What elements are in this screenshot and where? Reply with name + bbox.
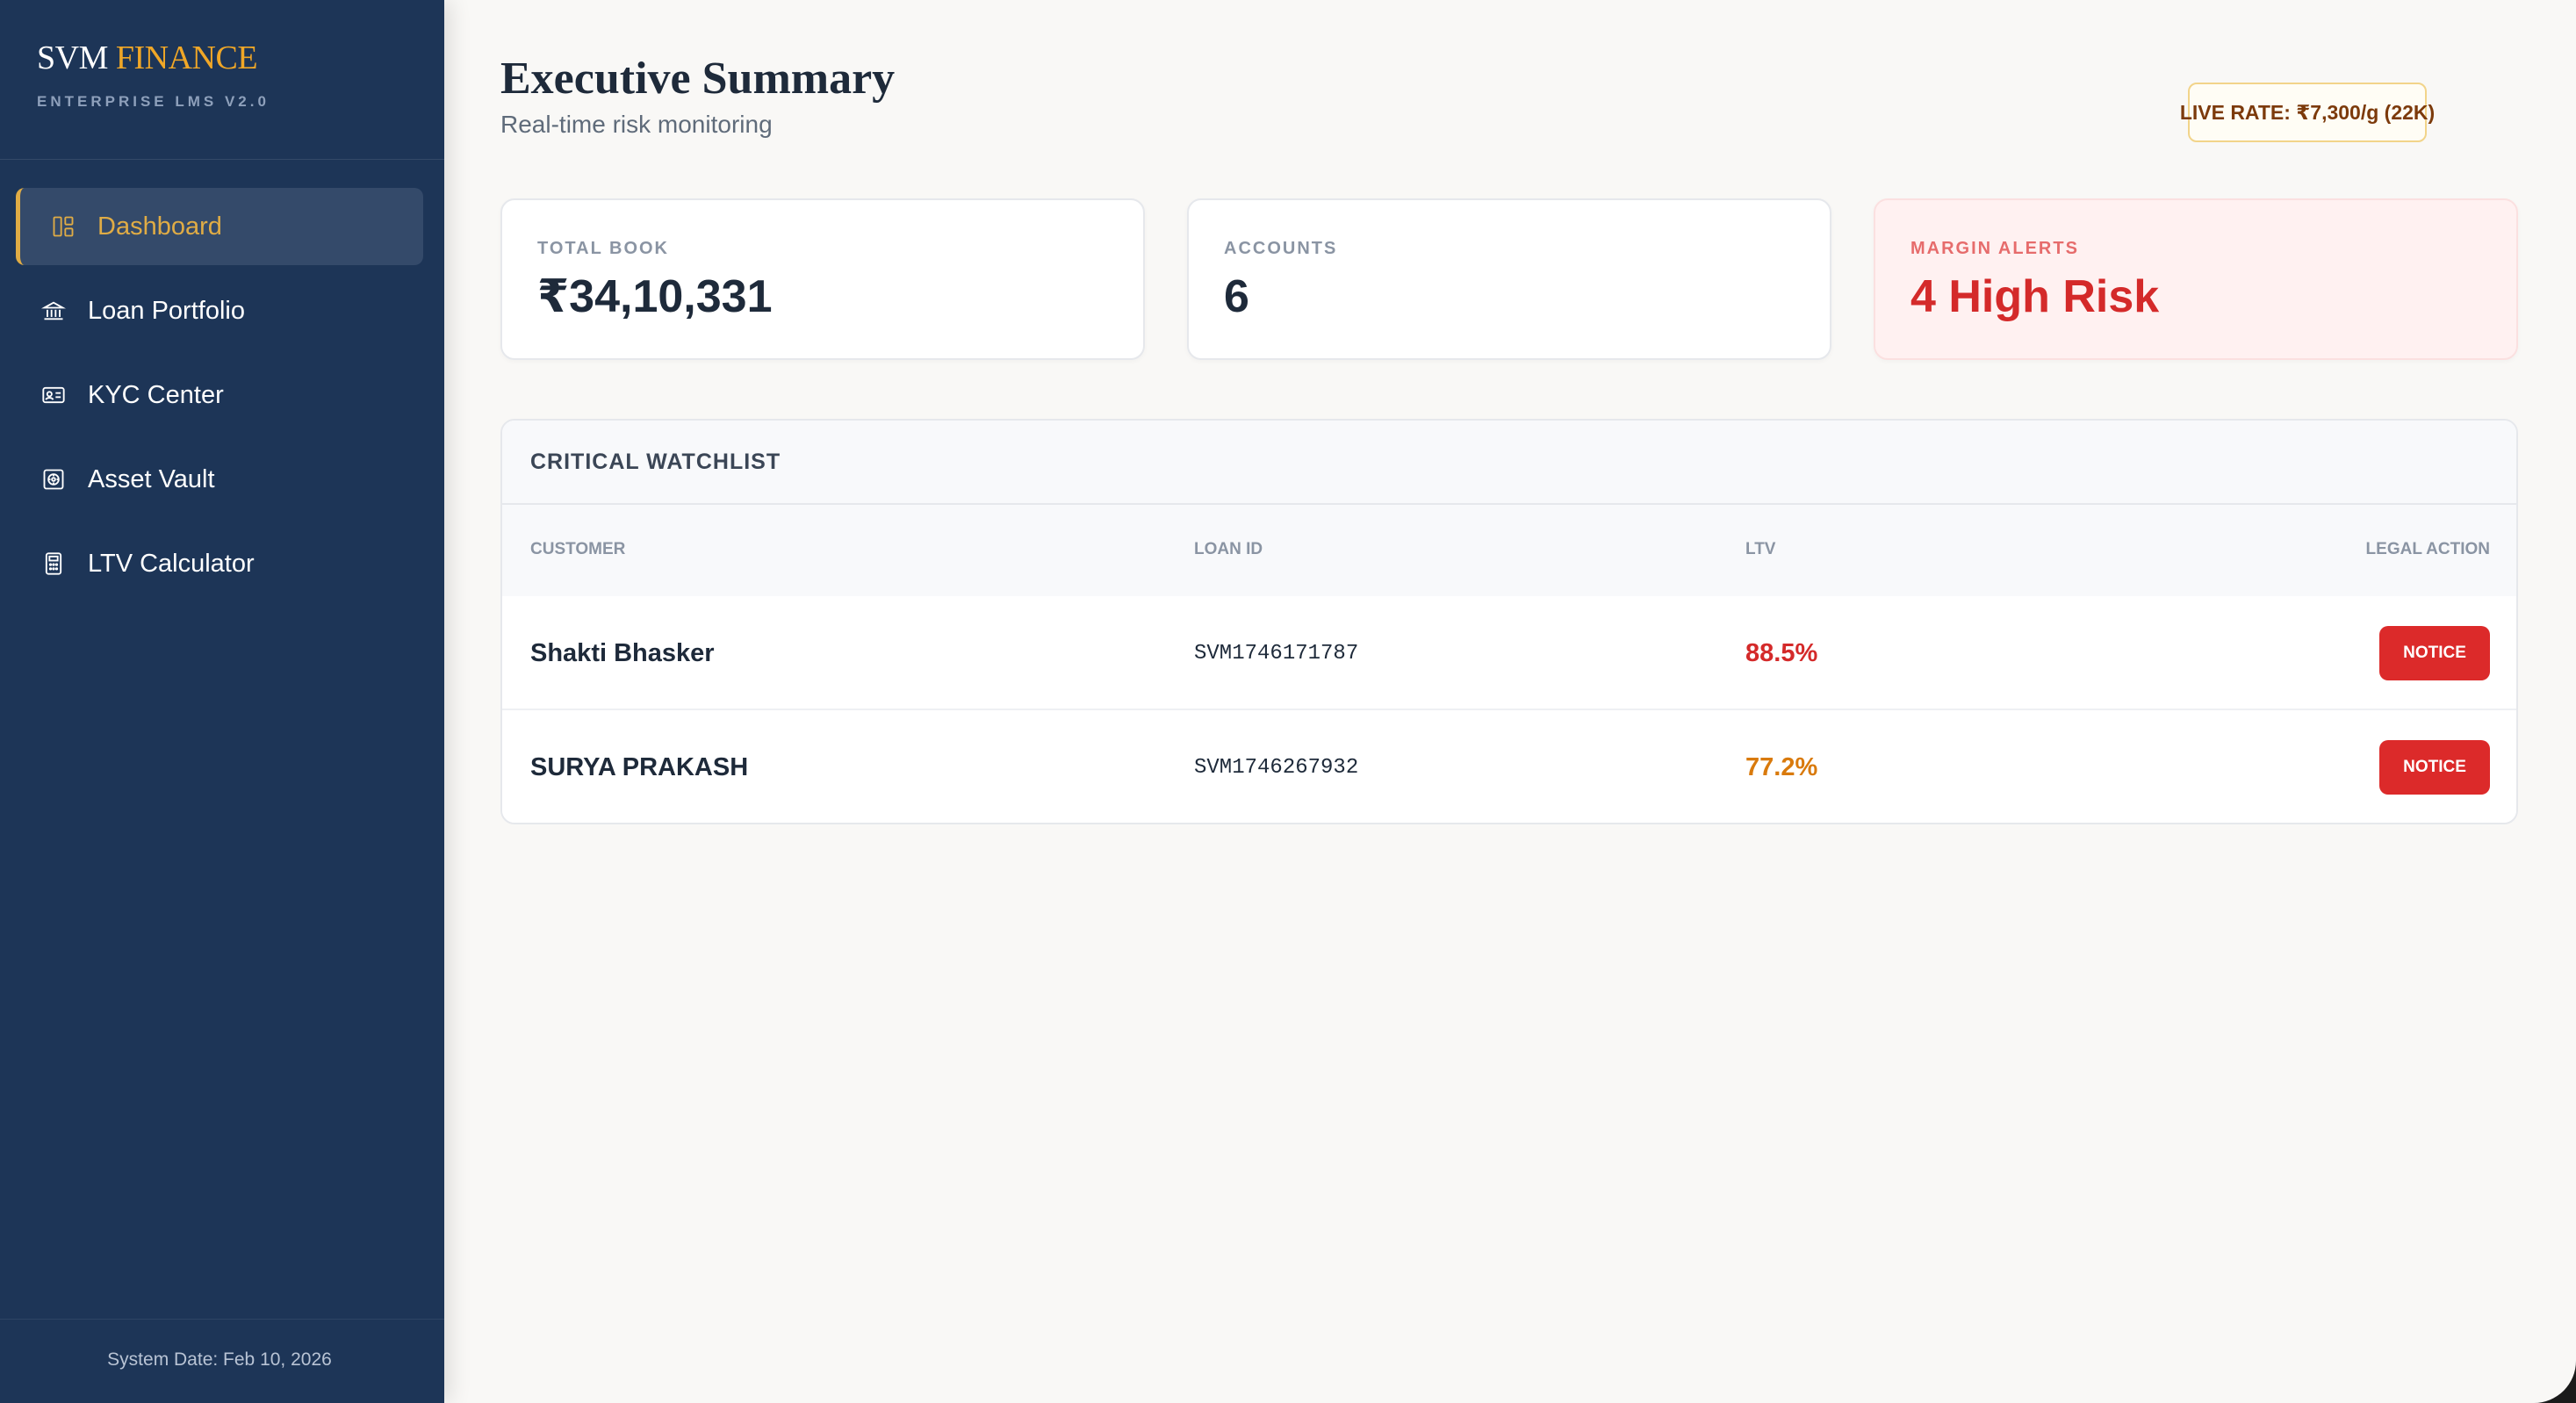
dashboard-icon [50,213,76,240]
page-title: Executive Summary [500,54,896,104]
sidebar-item-ltv-calculator[interactable]: LTV Calculator [16,525,423,602]
sidebar: SVM FINANCE ENTERPRISE LMS V2.0 Dashboar… [0,0,444,1403]
column-header-customer: CUSTOMER [530,540,626,558]
page-subtitle: Real-time risk monitoring [500,111,773,138]
loan-id: SVM1746171787 [1194,641,1359,666]
stat-value: 6 [1224,271,1249,322]
vault-icon [40,466,67,493]
system-date: System Date: Feb 10, 2026 [107,1349,332,1370]
sidebar-item-label: Dashboard [97,212,222,241]
customer-name: Shakti Bhasker [530,638,715,667]
sidebar-item-label: LTV Calculator [88,549,255,578]
stat-card-accounts: ACCOUNTS 6 [1187,198,1831,360]
sidebar-item-label: Asset Vault [88,464,215,493]
live-rate-badge: LIVE RATE: ₹7,300/g (22K) [2180,83,2435,142]
sidebar-item-loan-portfolio[interactable]: Loan Portfolio [16,272,423,349]
sidebar-item-kyc-center[interactable]: KYC Center [16,356,423,434]
critical-watchlist: CRITICAL WATCHLIST CUSTOMER LOAN ID LTV … [500,419,2518,824]
brand-subtitle: ENTERPRISE LMS V2.0 [37,93,270,110]
legal-action-cell: NOTICE [2379,710,2490,823]
sidebar-item-asset-vault[interactable]: Asset Vault [16,441,423,518]
table-header: CUSTOMER LOAN ID LTV LEGAL ACTION [502,505,2516,596]
bank-icon [40,298,67,324]
stat-card-total-book: TOTAL BOOK ₹34,10,331 [500,198,1145,360]
sidebar-item-dashboard[interactable]: Dashboard [16,188,423,265]
column-header-legal-action: LEGAL ACTION [2365,540,2490,558]
brand-name-accent: FINANCE [115,40,258,76]
loan-id: SVM1746267932 [1194,755,1359,780]
main-content: Executive Summary Real-time risk monitor… [444,0,2576,1403]
ltv-value: 88.5% [1745,638,1818,667]
divider [0,159,444,160]
divider [0,1319,444,1320]
customer-name: SURYA PRAKASH [530,752,749,781]
stat-label: ACCOUNTS [1224,239,1338,258]
brand-name-primary: SVM [37,40,108,76]
id-card-icon [40,382,67,408]
sidebar-item-label: KYC Center [88,380,224,409]
brand: SVM FINANCE ENTERPRISE LMS V2.0 [37,39,270,111]
table-row: SURYA PRAKASH SVM1746267932 77.2% NOTICE [502,710,2516,823]
calculator-icon [40,550,67,577]
stat-label: MARGIN ALERTS [1910,239,2079,258]
stat-card-margin-alerts: MARGIN ALERTS 4 High Risk [1874,198,2518,360]
sidebar-nav: Dashboard Loan Portfolio [16,188,423,609]
ltv-value: 77.2% [1745,752,1818,781]
notice-button[interactable]: NOTICE [2379,626,2490,680]
brand-logo[interactable]: SVM FINANCE [37,39,270,77]
sidebar-item-label: Loan Portfolio [88,296,245,325]
column-header-ltv: LTV [1745,540,1776,558]
legal-action-cell: NOTICE [2379,596,2490,710]
watchlist-title: CRITICAL WATCHLIST [502,421,2516,505]
stat-value: 4 High Risk [1910,271,2160,322]
notice-button[interactable]: NOTICE [2379,740,2490,795]
table-row: Shakti Bhasker SVM1746171787 88.5% NOTIC… [502,596,2516,710]
stat-label: TOTAL BOOK [537,239,669,258]
column-header-loan-id: LOAN ID [1194,540,1263,558]
stat-value: ₹34,10,331 [537,271,773,322]
